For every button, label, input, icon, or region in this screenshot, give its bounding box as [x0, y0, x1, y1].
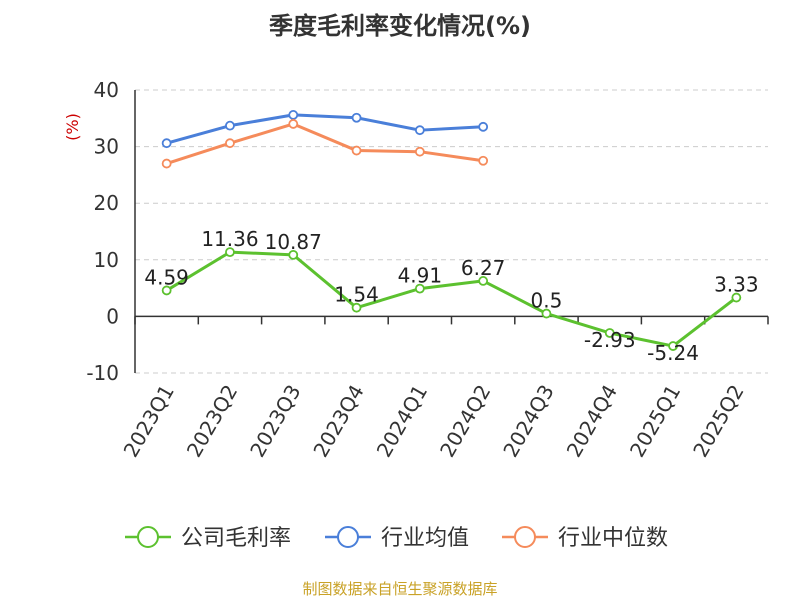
data-label: 4.59: [144, 265, 189, 289]
data-label: 6.27: [461, 256, 506, 280]
data-label: 10.87: [265, 230, 322, 254]
data-point: [225, 120, 235, 131]
data-source-note: 制图数据来自恒生聚源数据库: [302, 580, 498, 598]
x-tick-label: 2024Q3: [498, 381, 558, 462]
data-point: [161, 158, 172, 169]
x-tick-label: 2023Q1: [119, 381, 179, 462]
data-point: [414, 146, 425, 157]
series-line: [166, 113, 484, 145]
x-tick-label: 2025Q1: [625, 381, 685, 462]
data-point: [541, 308, 552, 319]
chart-title: 季度毛利率变化情况(%): [269, 12, 531, 40]
x-tick-label: 2023Q3: [245, 381, 305, 462]
x-tick-label: 2024Q2: [435, 381, 495, 462]
legend-marker: [514, 526, 536, 548]
series-line: [166, 122, 484, 166]
y-axis-label: (%): [63, 113, 82, 141]
data-point: [225, 247, 235, 258]
data-point: [288, 110, 299, 120]
data-point: [351, 302, 362, 313]
y-tick-label: 20: [94, 191, 119, 215]
data-label: 1.54: [334, 283, 379, 307]
data-point: [668, 341, 678, 351]
data-point: [161, 138, 172, 149]
data-label: 4.91: [398, 264, 443, 288]
data-point: [604, 328, 615, 338]
y-tick-label: 0: [106, 304, 119, 328]
data-point: [288, 249, 299, 260]
data-point: [414, 283, 425, 294]
data-label: -2.93: [584, 328, 636, 352]
legend-marker: [337, 526, 359, 548]
data-label: 11.36: [201, 227, 258, 251]
series-line: [165, 250, 738, 348]
data-label: 3.33: [714, 273, 759, 297]
data-label: -5.24: [647, 341, 699, 365]
data-point: [478, 276, 489, 286]
x-tick-label: 2024Q1: [372, 381, 432, 462]
data-point: [161, 285, 172, 296]
legend-label: 行业中位数: [558, 526, 668, 551]
data-point: [351, 112, 362, 123]
data-point: [731, 292, 742, 303]
x-tick-label: 2023Q2: [182, 381, 242, 462]
x-tick-label: 2025Q2: [688, 381, 748, 462]
y-tick-label: 30: [94, 135, 119, 159]
y-tick-label: 10: [94, 248, 119, 272]
x-tick-label: 2023Q4: [308, 381, 368, 462]
data-point: [351, 145, 362, 156]
legend-marker: [137, 526, 159, 548]
data-point: [414, 125, 425, 136]
data-point: [225, 138, 235, 149]
x-tick-label: 2024Q4: [562, 381, 622, 462]
y-tick-label: 40: [94, 78, 119, 102]
legend-label: 行业均值: [381, 526, 469, 551]
y-tick-label: -10: [86, 361, 119, 385]
data-point: [478, 155, 489, 166]
data-label: 0.5: [531, 289, 563, 313]
data-point: [478, 121, 489, 132]
data-point: [288, 119, 299, 129]
legend-label: 公司毛利率: [181, 526, 291, 551]
